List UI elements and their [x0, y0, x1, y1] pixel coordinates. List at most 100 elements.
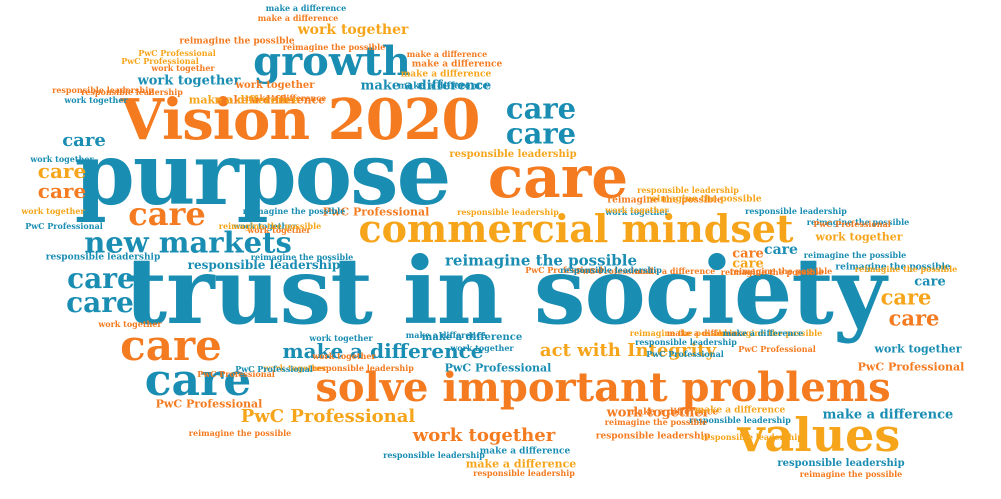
- cloud-word: make a difference: [694, 405, 786, 416]
- cloud-word: PwC Professional: [646, 349, 724, 359]
- cloud-word: responsible leadership: [457, 207, 559, 217]
- cloud-word: PwC Professional: [525, 265, 603, 275]
- cloud-word: commercial mindset: [358, 206, 794, 251]
- cloud-word: reimagine the possible: [629, 328, 733, 338]
- cloud-word: care: [37, 159, 87, 183]
- cloud-word: responsible leadership: [449, 149, 577, 160]
- cloud-word: make a difference: [406, 49, 488, 59]
- cloud-word: PwC Professional: [576, 266, 654, 276]
- cloud-word: care: [880, 284, 932, 310]
- cloud-word: responsible leadership: [701, 432, 803, 442]
- cloud-word: reimagine the possible: [646, 194, 762, 205]
- cloud-word: work together: [450, 343, 514, 353]
- cloud-word: PwC Professional: [155, 397, 263, 411]
- cloud-word: care: [732, 256, 764, 272]
- cloud-word: work together: [21, 206, 85, 216]
- cloud-word: make a difference: [360, 78, 492, 94]
- cloud-word: care: [487, 143, 629, 211]
- cloud-word: care: [66, 286, 134, 319]
- cloud-word: care: [37, 179, 87, 203]
- cloud-word: work together: [605, 205, 669, 215]
- cloud-word: care: [128, 195, 206, 233]
- cloud-word: Vision 2020: [120, 87, 481, 153]
- cloud-word: PwC Professional: [121, 56, 199, 66]
- cloud-word: make a difference: [245, 93, 327, 103]
- cloud-word: make a difference: [822, 407, 954, 423]
- cloud-word: work together: [312, 351, 376, 361]
- cloud-word: work together: [263, 363, 327, 373]
- cloud-word: reimagine the possible: [444, 251, 638, 270]
- cloud-word: PwC Professional: [25, 221, 103, 231]
- cloud-word: growth: [253, 38, 411, 85]
- cloud-word: work together: [412, 425, 556, 446]
- cloud-word: reimagine the possible: [806, 217, 910, 227]
- cloud-word: make a difference: [627, 407, 719, 418]
- cloud-word: make a difference: [265, 3, 347, 13]
- cloud-word: solve important problems: [315, 364, 891, 411]
- cloud-word: reimagine the possible: [188, 428, 292, 438]
- cloud-word: work together: [64, 95, 128, 105]
- cloud-word: make a difference: [405, 330, 487, 340]
- cloud-word: PwC Professional: [813, 219, 891, 229]
- cloud-word: responsible leadership: [777, 458, 905, 469]
- cloud-word: make a difference: [634, 266, 716, 276]
- cloud-word: work together: [98, 319, 162, 329]
- cloud-word: work together: [874, 342, 962, 356]
- cloud-word: PwC Professional: [322, 205, 430, 219]
- cloud-word: PwC Professional: [240, 406, 416, 427]
- cloud-word: responsible leadership: [52, 85, 154, 95]
- cloud-word: purpose: [74, 124, 452, 225]
- cloud-word: responsible leadership: [45, 252, 161, 263]
- cloud-word: responsible leadership: [81, 87, 183, 97]
- cloud-word: work together: [309, 333, 373, 343]
- cloud-word: PwC Professional: [444, 361, 552, 375]
- cloud-word: make a difference: [465, 457, 577, 471]
- cloud-word: work together: [606, 405, 710, 421]
- cloud-word: reimagine the possible: [607, 195, 723, 206]
- cloud-word: care: [764, 242, 798, 258]
- cloud-word: new markets: [84, 225, 292, 260]
- cloud-word: reimagine the possible: [250, 252, 354, 262]
- cloud-word: reimagine the possible: [854, 264, 958, 274]
- cloud-word: values: [737, 408, 901, 462]
- cloud-word: responsible leadership: [312, 363, 414, 373]
- cloud-word: make a difference: [411, 59, 503, 70]
- cloud-word: reimagine the possible: [799, 469, 903, 479]
- cloud-word: care: [888, 305, 940, 331]
- cloud-word: care: [67, 262, 135, 295]
- cloud-word: work together: [137, 73, 241, 89]
- cloud-word: reimagine the possible: [720, 267, 824, 277]
- cloud-word: work together: [30, 154, 94, 164]
- cloud-word: reimagine the possible: [179, 36, 295, 47]
- cloud-word: make a difference: [479, 446, 571, 457]
- cloud-word: care: [732, 246, 764, 262]
- cloud-word: reimagine the possible: [803, 250, 907, 260]
- cloud-word: care: [505, 116, 577, 151]
- cloud-word: work together: [247, 225, 311, 235]
- cloud-word: PwC Professional: [857, 360, 965, 374]
- cloud-word: responsible leadership: [595, 431, 711, 442]
- cloud-word: make a difference: [214, 93, 326, 107]
- cloud-word: make a difference: [400, 69, 492, 80]
- cloud-word: reimagine the possible: [218, 221, 322, 231]
- cloud-word: care: [144, 355, 252, 406]
- cloud-word: responsible leadership: [187, 258, 341, 272]
- cloud-word: care: [62, 130, 106, 151]
- cloud-word: work together: [151, 63, 215, 73]
- cloud-word: reimagine the possible: [729, 266, 833, 276]
- cloud-word: reimagine the possible: [604, 417, 708, 427]
- cloud-word: reimagine the possible: [835, 262, 951, 273]
- cloud-word: responsible leadership: [689, 415, 791, 425]
- cloud-word: responsible leadership: [473, 468, 575, 478]
- cloud-word: make a difference: [722, 328, 804, 338]
- cloud-word: make a difference: [421, 332, 523, 343]
- cloud-word: make a difference: [397, 81, 489, 92]
- cloud-word: make a difference: [257, 13, 339, 23]
- cloud-word: care: [505, 91, 577, 126]
- cloud-word: act with Integrity: [539, 340, 717, 361]
- cloud-word: PwC Professional: [138, 48, 216, 58]
- cloud-word: responsible leadership: [383, 450, 485, 460]
- cloud-word: care: [120, 321, 222, 370]
- cloud-word: reimagine the possible: [719, 328, 823, 338]
